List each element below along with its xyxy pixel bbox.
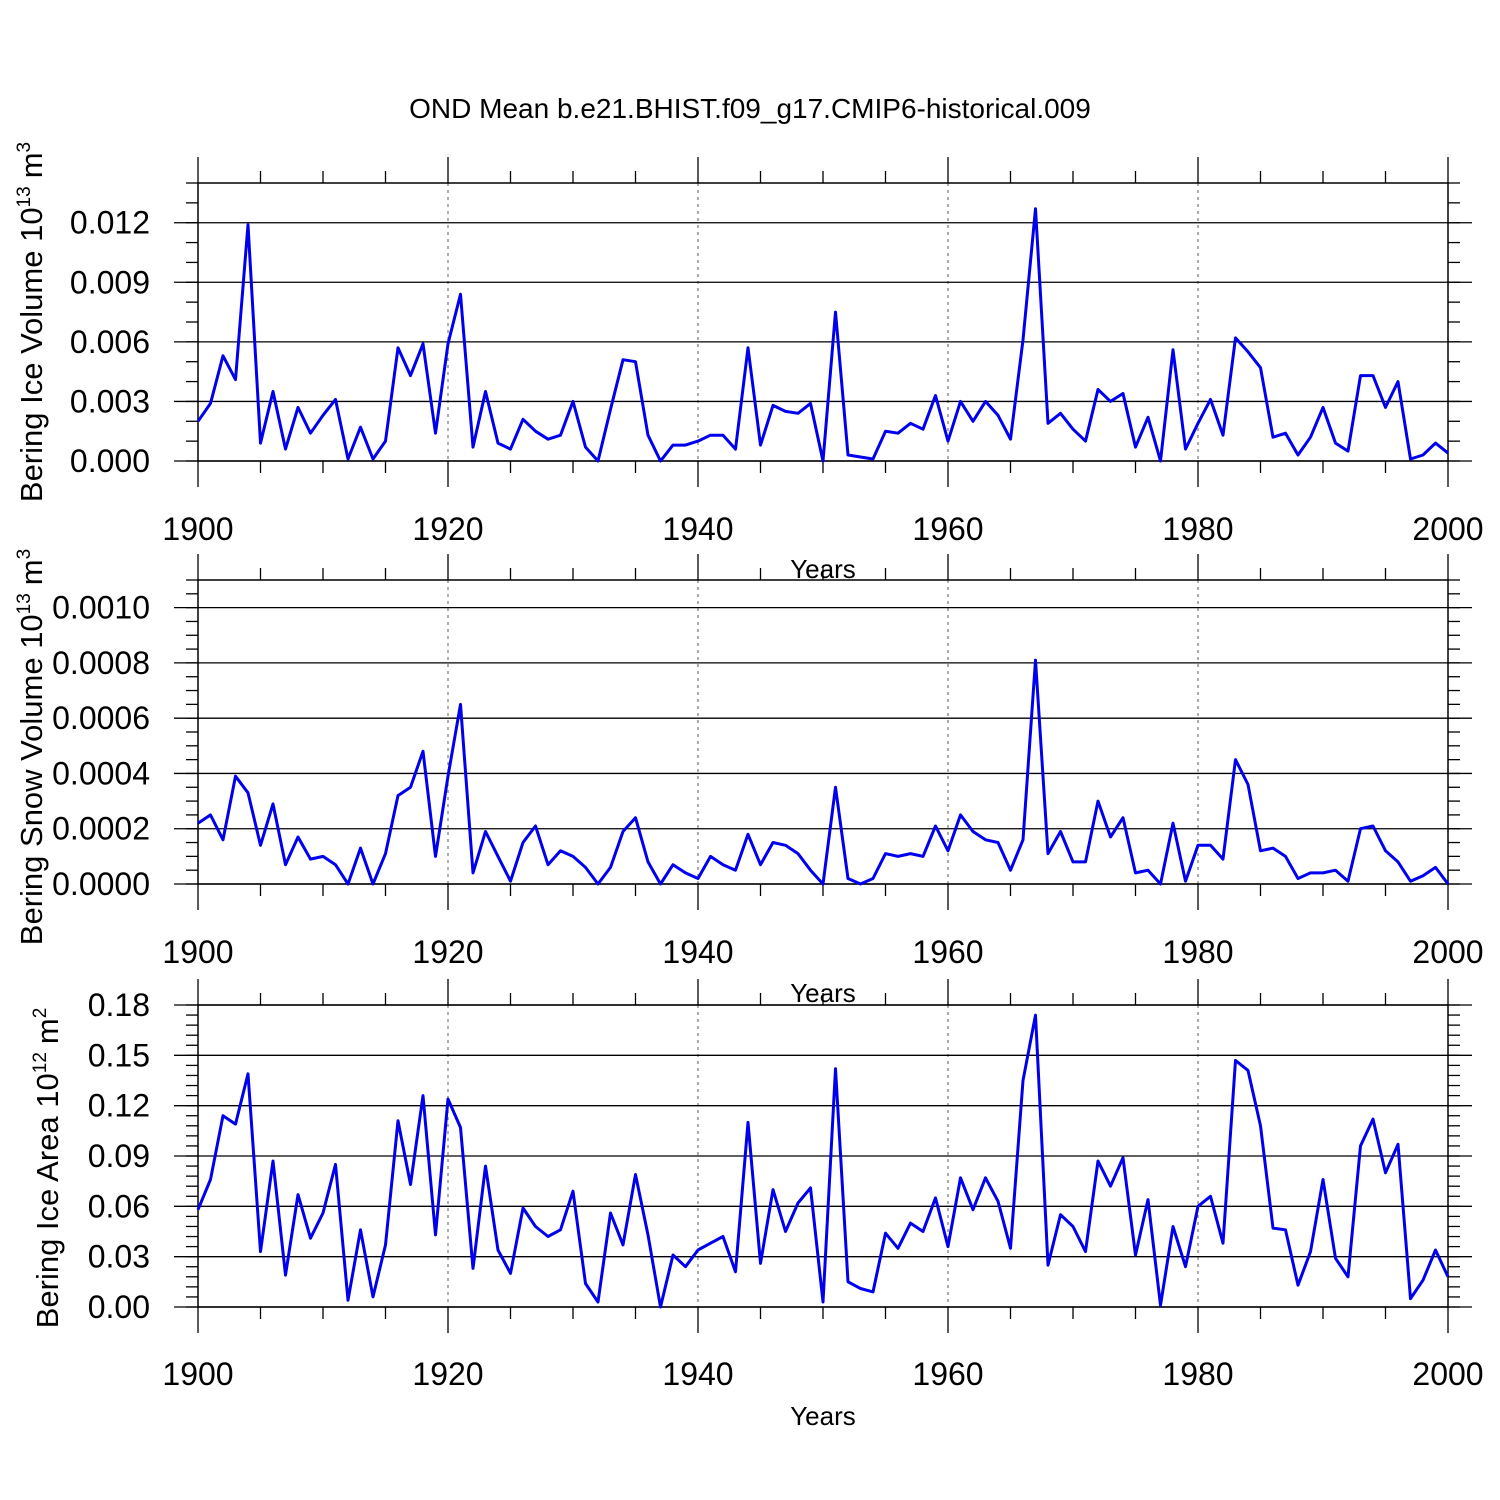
ice-area-series-line — [196, 1013, 1450, 1309]
y-tick-label: 0.12 — [88, 1088, 150, 1124]
x-tick-label: 2000 — [1412, 511, 1483, 547]
x-tick-label: 1980 — [1162, 511, 1233, 547]
x-tick-label: 1980 — [1162, 1356, 1233, 1392]
y-tick-label: 0.012 — [70, 205, 150, 241]
y-axis-label-unit-exponent: 2 — [30, 1008, 51, 1019]
x-tick-label: 1960 — [912, 1356, 983, 1392]
x-tick-label: 1940 — [662, 511, 733, 547]
x-tick-label: 1900 — [162, 934, 233, 970]
figure-title: OND Mean b.e21.BHIST.f09_g17.CMIP6-histo… — [409, 93, 1091, 124]
y-axis-label-unit: m — [30, 1018, 65, 1044]
y-axis-label-unit-exponent: 3 — [14, 549, 35, 560]
plot-frame — [197, 182, 1449, 462]
tick-marks — [174, 157, 1472, 487]
panel-ice-area: 1900 1920 1940 1960 1980 2000 0.00 0.03 0.06 0.09… — [30, 979, 1484, 1431]
y-axis-label-main: Bering Ice Volume 10 — [14, 207, 49, 502]
y-axis-label-main: Bering Ice Area 10 — [30, 1073, 65, 1328]
y-axis-label-exponent: 13 — [14, 186, 35, 207]
y-tick-label: 0.03 — [88, 1239, 150, 1275]
grid-lines — [447, 580, 1199, 884]
tick-marks — [174, 979, 1472, 1333]
y-tick-label: 0.0006 — [52, 700, 150, 736]
x-tick-label: 1920 — [412, 1356, 483, 1392]
tick-labels: 1900 1920 1940 1960 1980 2000 0.00 0.03 0.06 0.09… — [88, 987, 1484, 1392]
y-tick-label: 0.009 — [70, 264, 150, 300]
y-tick-label: 0.003 — [70, 383, 150, 419]
y-tick-label: 0.0000 — [52, 866, 150, 902]
x-tick-label: 1920 — [412, 934, 483, 970]
panel-ice-volume: 1900 1920 1940 1960 1980 2000 0.000 0.003 0.006 0… — [14, 142, 1484, 584]
y-tick-label: 0.00 — [88, 1289, 150, 1325]
x-tick-label: 1920 — [412, 511, 483, 547]
y-tick-label: 0.0010 — [52, 590, 150, 626]
y-tick-label: 0.000 — [70, 443, 150, 479]
y-axis-label-exponent: 12 — [30, 1052, 51, 1073]
y-axis-label-main: Bering Snow Volume 10 — [14, 614, 49, 945]
x-tick-label: 1980 — [1162, 934, 1233, 970]
y-tick-label: 0.06 — [88, 1188, 150, 1224]
y-axis-label-unit: m — [14, 559, 49, 585]
y-axis-label-exponent: 13 — [14, 593, 35, 614]
x-tick-label: 2000 — [1412, 1356, 1483, 1392]
tick-marks — [174, 554, 1472, 910]
y-tick-label: 0.0008 — [52, 645, 150, 681]
plot-frame — [197, 579, 1449, 885]
x-tick-label: 1940 — [662, 934, 733, 970]
x-axis-label: Years — [790, 1401, 856, 1431]
ice-volume-series-line — [196, 207, 1449, 463]
y-axis-label-unit-exponent: 3 — [14, 142, 35, 153]
x-tick-label: 2000 — [1412, 934, 1483, 970]
y-tick-label: 0.006 — [70, 324, 150, 360]
y-tick-label: 0.0004 — [52, 755, 150, 791]
grid-lines — [447, 183, 1199, 461]
y-tick-label: 0.18 — [88, 987, 150, 1023]
y-tick-label: 0.15 — [88, 1037, 150, 1073]
y-axis-label-unit: m — [14, 152, 49, 178]
y-axis-label: Bering Ice Area 1012 m2 — [30, 1008, 65, 1329]
tick-labels: 1900 1920 1940 1960 1980 2000 0.000 0.003 0.006 0… — [70, 205, 1484, 547]
x-tick-label: 1900 — [162, 1356, 233, 1392]
snow-volume-series-line — [197, 658, 1450, 886]
y-axis-label: Bering Snow Volume 1013 m3 — [14, 549, 49, 945]
y-tick-label: 0.0002 — [52, 811, 150, 847]
x-tick-label: 1960 — [912, 934, 983, 970]
y-tick-label: 0.09 — [88, 1138, 150, 1174]
x-tick-label: 1900 — [162, 511, 233, 547]
y-axis-label: Bering Ice Volume 1013 m3 — [14, 142, 49, 502]
x-tick-label: 1940 — [662, 1356, 733, 1392]
panel-snow-volume: 1900 1920 1940 1960 1980 2000 0.0000 0.0002 0.00… — [14, 549, 1484, 1008]
tick-labels: 1900 1920 1940 1960 1980 2000 0.0000 0.0002 0.00… — [52, 590, 1483, 970]
x-tick-label: 1960 — [912, 511, 983, 547]
